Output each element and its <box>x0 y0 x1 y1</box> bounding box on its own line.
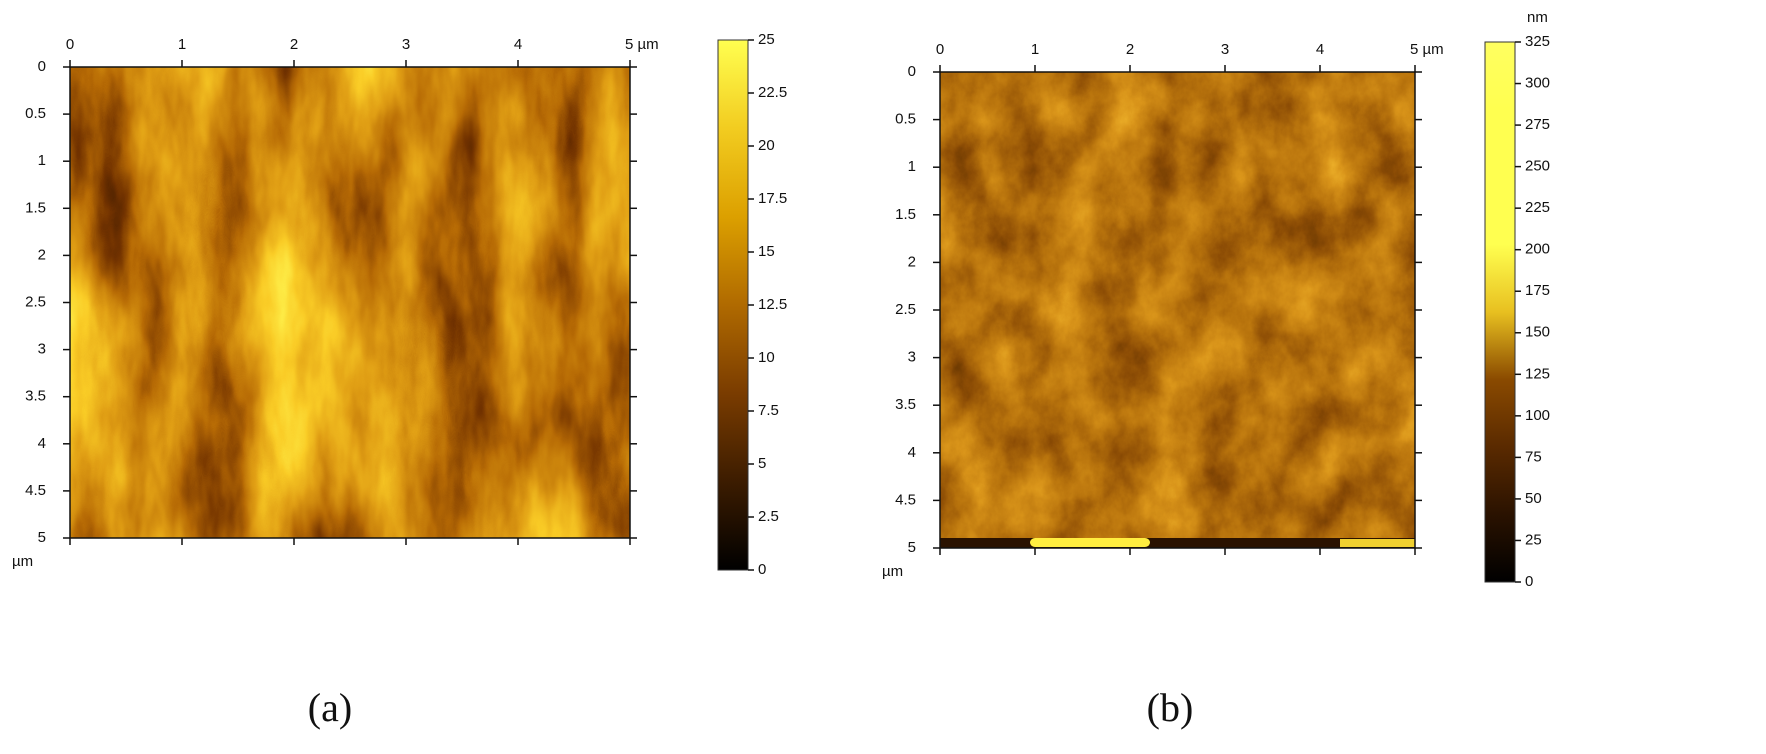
colorbar-tick-label: 15 <box>758 243 775 260</box>
colorbar-tick-label: 325 <box>1525 33 1550 50</box>
colorbar-tick-label: 7.5 <box>758 402 779 419</box>
colorbar-tick-label: 175 <box>1525 282 1550 299</box>
caption: (b) <box>1147 685 1194 730</box>
edge-band-bright <box>1340 539 1415 547</box>
y-tick-label: 3.5 <box>895 396 916 413</box>
y-tick-label: 3 <box>908 349 916 366</box>
y-tick-label: 2 <box>38 246 46 263</box>
y-tick-label: 0 <box>908 63 916 80</box>
x-tick-label: 5 µm <box>1410 41 1444 58</box>
x-tick-label: 1 <box>178 36 186 53</box>
y-tick-label: 2 <box>908 253 916 270</box>
colorbar <box>1484 41 1516 583</box>
colorbar-tick-label: 50 <box>1525 490 1542 507</box>
y-tick-label: 0 <box>38 58 46 75</box>
y-tick-label: 1.5 <box>895 206 916 223</box>
colorbar-tick-label: 0 <box>758 561 766 578</box>
colorbar-tick-label: 22.5 <box>758 84 787 101</box>
x-tick-label: 2 <box>1126 41 1134 58</box>
y-tick-label: 4 <box>38 435 46 452</box>
colorbar-tick-label: 2.5 <box>758 508 779 525</box>
colorbar-tick-label: 100 <box>1525 407 1550 424</box>
colorbar-tick-label: 10 <box>758 349 775 366</box>
x-tick-label: 5 µm <box>625 36 659 53</box>
edge-band-bright <box>1030 538 1150 547</box>
y-tick-label: 4 <box>908 444 916 461</box>
x-tick-label: 0 <box>936 41 944 58</box>
colorbar-tick-label: 12.5 <box>758 296 787 313</box>
y-tick-label: 5 <box>908 539 916 556</box>
y-tick-label: 2.5 <box>25 293 46 310</box>
colorbar <box>717 39 749 571</box>
colorbar-tick-label: 150 <box>1525 324 1550 341</box>
y-unit: µm <box>882 563 903 580</box>
x-tick-label: 3 <box>402 36 410 53</box>
colorbar-unit: nm <box>1527 9 1548 26</box>
x-tick-label: 0 <box>66 36 74 53</box>
x-tick-label: 1 <box>1031 41 1039 58</box>
x-tick-label: 4 <box>514 36 522 53</box>
colorbar-tick-label: 75 <box>1525 448 1542 465</box>
colorbar-tick-label: 17.5 <box>758 190 787 207</box>
y-tick-label: 0.5 <box>895 111 916 128</box>
colorbar-tick-label: 25 <box>758 31 775 48</box>
colorbar-tick-label: 20 <box>758 137 775 154</box>
x-tick-label: 3 <box>1221 41 1229 58</box>
y-tick-label: 3.5 <box>25 388 46 405</box>
y-tick-label: 1 <box>908 158 916 175</box>
y-tick-label: 0.5 <box>25 105 46 122</box>
x-tick-label: 4 <box>1316 41 1324 58</box>
y-unit: µm <box>12 553 33 570</box>
colorbar-tick-label: 275 <box>1525 116 1550 133</box>
edge-band <box>940 538 1415 548</box>
y-tick-label: 3 <box>38 341 46 358</box>
y-tick-label: 5 <box>38 529 46 546</box>
y-tick-label: 4.5 <box>25 482 46 499</box>
colorbar-tick-label: 0 <box>1525 573 1533 590</box>
y-tick-label: 2.5 <box>895 301 916 318</box>
y-tick-label: 4.5 <box>895 491 916 508</box>
colorbar-tick-label: 5 <box>758 455 766 472</box>
colorbar-tick-label: 125 <box>1525 365 1550 382</box>
colorbar-tick-label: 250 <box>1525 158 1550 175</box>
colorbar-tick-label: 225 <box>1525 199 1550 216</box>
caption: (a) <box>308 685 352 730</box>
x-tick-label: 2 <box>290 36 298 53</box>
height-map-a <box>70 67 630 538</box>
colorbar-tick-label: 25 <box>1525 531 1542 548</box>
height-map-b <box>940 72 1415 548</box>
colorbar-tick-label: 300 <box>1525 75 1550 92</box>
colorbar-tick-label: 200 <box>1525 241 1550 258</box>
y-tick-label: 1 <box>38 152 46 169</box>
y-tick-label: 1.5 <box>25 199 46 216</box>
